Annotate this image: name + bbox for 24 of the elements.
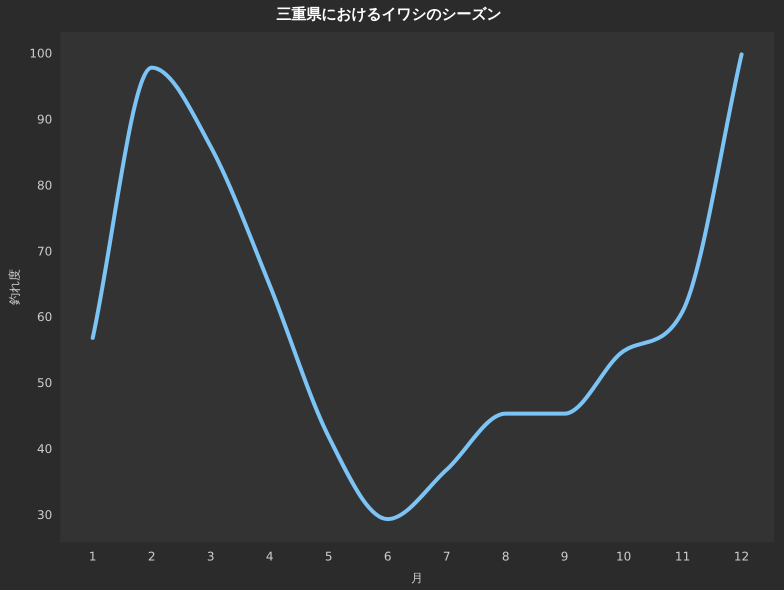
x-tick-label: 11: [674, 550, 690, 564]
x-axis-title: 月: [411, 570, 424, 585]
chart-title: 三重県におけるイワシのシーズン: [276, 4, 502, 23]
y-tick-label: 70: [37, 244, 52, 258]
y-tick-label: 100: [29, 46, 52, 61]
x-tick-label: 9: [560, 550, 568, 564]
x-tick-label: 7: [442, 550, 450, 564]
y-tick-label: 60: [37, 310, 52, 324]
y-tick-label: 90: [37, 112, 52, 126]
x-tick-label: 8: [502, 550, 510, 564]
y-tick-label: 50: [37, 376, 52, 390]
x-tick-label: 6: [384, 550, 392, 564]
y-tick-label: 30: [37, 508, 52, 522]
x-tick-label: 5: [324, 550, 332, 564]
x-tick-label: 4: [266, 550, 274, 564]
x-tick-label: 10: [616, 550, 632, 564]
x-tick-label: 2: [148, 550, 156, 564]
x-tick-label: 3: [206, 550, 215, 564]
line-series: [90, 52, 744, 522]
y-axis-title: 釣れ度: [7, 269, 22, 306]
y-tick-label: 40: [37, 442, 52, 456]
y-tick-label: 80: [37, 178, 52, 192]
x-tick-label: 12: [734, 550, 750, 564]
x-tick-label: 1: [88, 550, 97, 564]
